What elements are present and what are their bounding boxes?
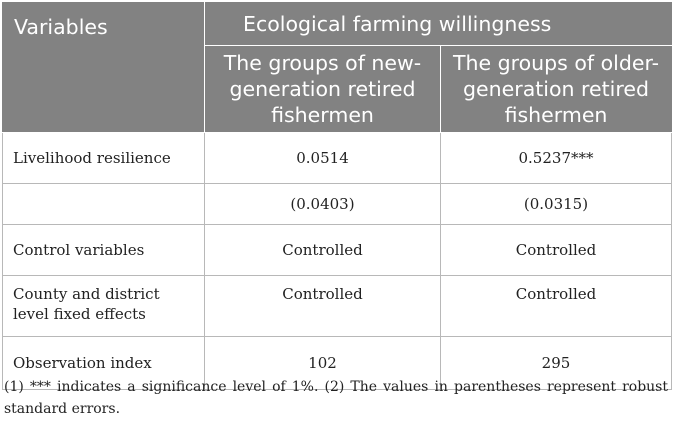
cell-older-generation: (0.0315): [440, 183, 672, 225]
cell-older-generation: 295: [440, 336, 672, 390]
header-ecological-farming-willingness: Ecological farming willingness: [204, 2, 672, 46]
cell-older-generation: 0.5237***: [440, 132, 672, 184]
row-label: Control variables: [2, 224, 205, 276]
row-label: [2, 183, 205, 225]
header-new-generation-group: The groups of new-generation retired fis…: [204, 45, 441, 133]
results-table: Variables Ecological farming willingness…: [2, 2, 672, 390]
table-body: Livelihood resilience 0.0514 0.5237*** (…: [2, 132, 672, 390]
table-header: Variables Ecological farming willingness…: [2, 2, 672, 133]
table-row: County and district level fixed effects …: [2, 275, 672, 337]
cell-new-generation: (0.0403): [204, 183, 441, 225]
cell-new-generation: 0.0514: [204, 132, 441, 184]
cell-new-generation: 102: [204, 336, 441, 390]
row-label: Livelihood resilience: [2, 132, 205, 184]
row-label: Observation index: [2, 336, 205, 390]
header-older-generation-group: The groups of older-generation retired f…: [440, 45, 672, 133]
header-variables: Variables: [2, 2, 205, 133]
table-row: Control variables Controlled Controlled: [2, 224, 672, 276]
table-row: Observation index 102 295: [2, 336, 672, 390]
cell-older-generation: Controlled: [440, 275, 672, 337]
row-label: County and district level fixed effects: [2, 275, 205, 337]
table-row: (0.0403) (0.0315): [2, 183, 672, 225]
table-footnote: (1) *** indicates a significance level o…: [4, 379, 668, 417]
results-table-container: Variables Ecological farming willingness…: [2, 2, 672, 390]
cell-new-generation: Controlled: [204, 275, 441, 337]
cell-new-generation: Controlled: [204, 224, 441, 276]
table-row: Livelihood resilience 0.0514 0.5237***: [2, 132, 672, 184]
cell-older-generation: Controlled: [440, 224, 672, 276]
